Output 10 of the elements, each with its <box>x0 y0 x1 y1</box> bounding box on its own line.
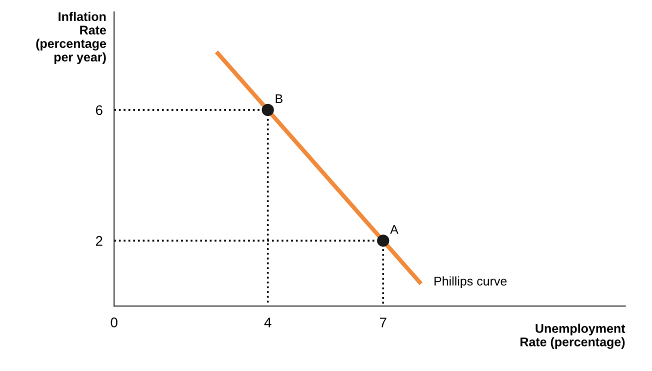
annotation: B <box>276 94 282 103</box>
x-tick-label: 7 <box>380 318 386 328</box>
x-tick-label: 0 <box>110 318 118 328</box>
x-tick-label: 4 <box>264 318 272 328</box>
x-axis-title: Unemployment Rate (percentage) <box>520 324 626 349</box>
series-label: Phillips curve <box>434 276 507 288</box>
y-tick-label: 6 <box>96 105 102 116</box>
y-tick-label: 2 <box>96 236 102 246</box>
y-axis-title: Inflation Rate (percentage per year) <box>36 12 106 64</box>
annotation: A <box>390 225 398 234</box>
